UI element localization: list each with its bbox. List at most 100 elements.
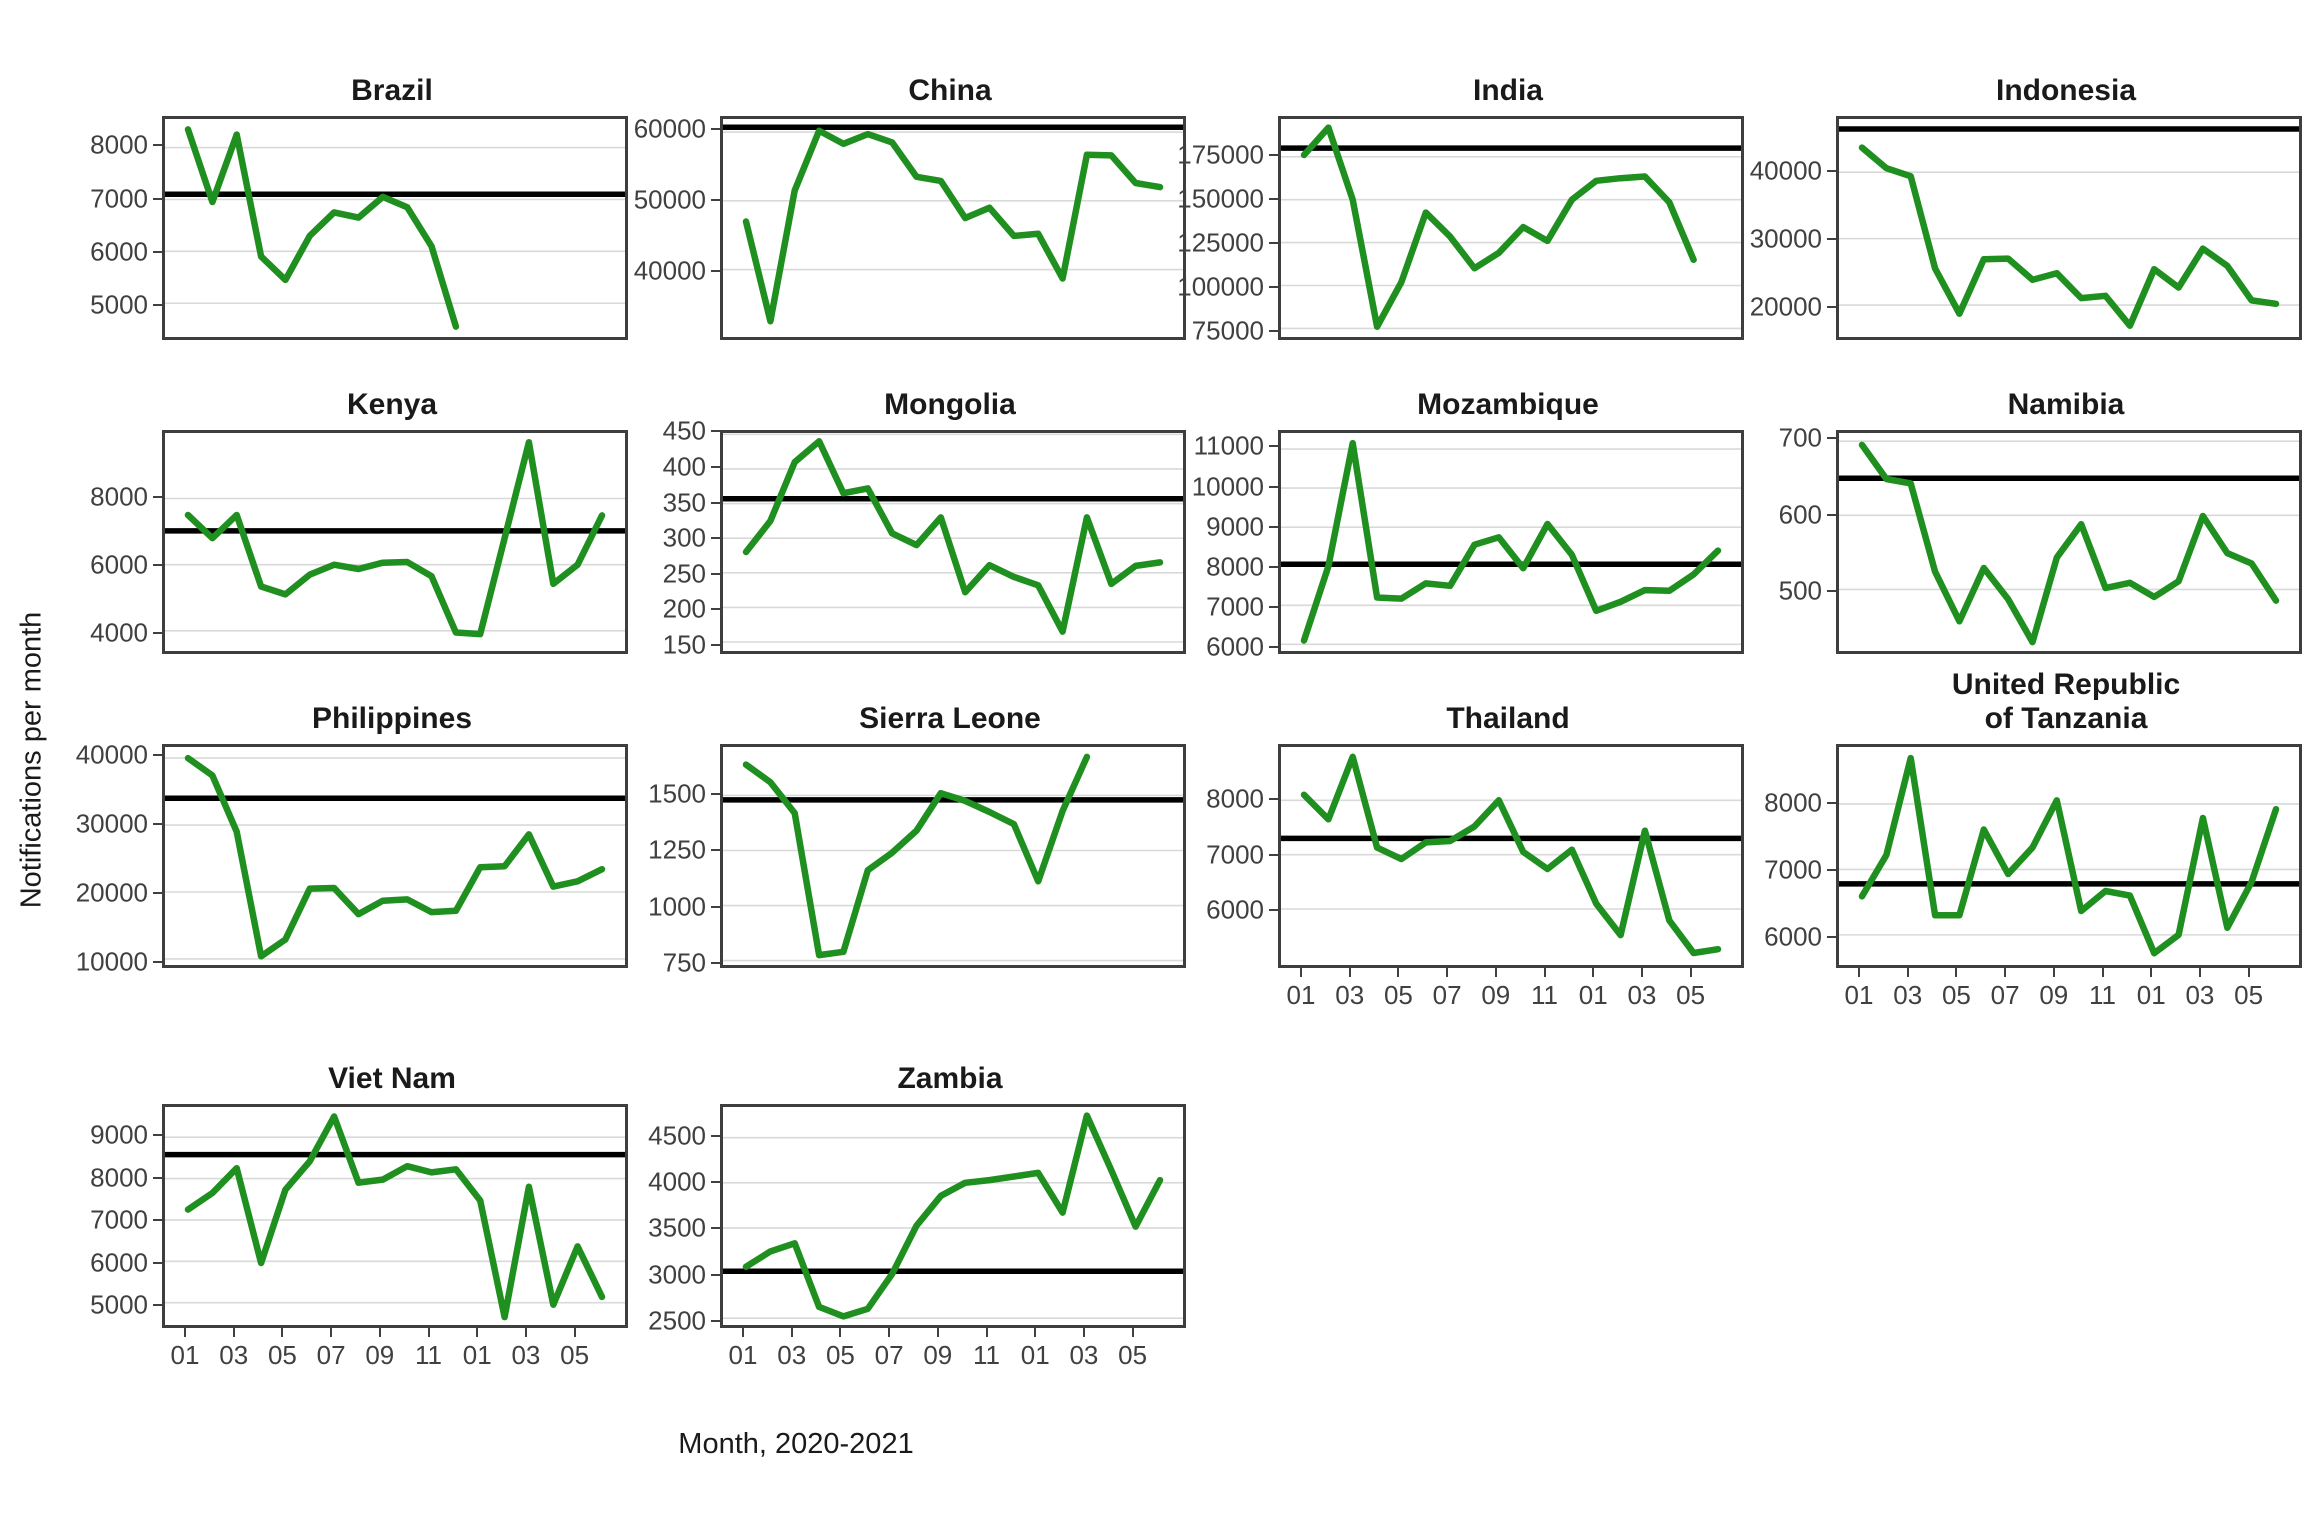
y-tick-label: 8000 <box>1764 787 1822 818</box>
panel-canvas <box>162 1104 628 1328</box>
data-line <box>1300 124 1697 330</box>
y-tick-mark <box>153 1304 162 1307</box>
x-tick-label: 03 <box>511 1340 541 1370</box>
y-tick-mark <box>153 754 162 757</box>
panel-canvas <box>720 744 1186 968</box>
x-tick-mark <box>427 1328 430 1337</box>
x-tick-mark <box>1689 968 1692 977</box>
y-tick-mark <box>711 1273 720 1276</box>
y-tick-label: 4000 <box>648 1166 706 1197</box>
x-tick-mark <box>378 1328 381 1337</box>
y-tick-mark <box>711 128 720 131</box>
x-tick-mark <box>2150 968 2153 977</box>
y-axis-labels: 40000 50000 60000 <box>628 113 720 340</box>
x-tick-mark <box>936 1328 939 1337</box>
y-tick-mark <box>153 891 162 894</box>
facet-title: Zambia <box>897 1062 1003 1095</box>
data-line <box>1858 144 2280 329</box>
panel-canvas <box>162 116 628 340</box>
y-tick-mark <box>711 1180 720 1183</box>
panel <box>1278 744 1744 968</box>
data-line <box>742 753 1091 959</box>
facet-title: United Republic of Tanzania <box>1951 668 2181 735</box>
y-tick-label: 175000 <box>1177 139 1264 170</box>
x-tick-mark <box>330 1328 333 1337</box>
x-tick-label: 03 <box>219 1340 249 1370</box>
x-tick-label: 05 <box>1676 980 1706 1010</box>
y-tick-mark <box>711 430 720 433</box>
y-tick-label: 400 <box>662 451 706 482</box>
y-tick-mark <box>1269 853 1278 856</box>
x-tick-mark <box>524 1328 527 1337</box>
x-tick-mark <box>1300 968 1302 977</box>
y-tick-mark <box>711 465 720 468</box>
y-tick-mark <box>1269 485 1278 488</box>
y-tick-label: 11000 <box>1193 430 1264 461</box>
facet-india: India 75000 100000 125000 150000 175000 <box>1177 40 1744 346</box>
y-tick-label: 7000 <box>1764 854 1822 885</box>
x-tick-label: 03 <box>2185 980 2215 1010</box>
x-tick-mark <box>1494 968 1497 977</box>
facet-body: 5000 6000 7000 8000 9000 <box>70 1104 628 1328</box>
panel <box>720 1104 1186 1328</box>
x-tick-mark <box>839 1328 842 1337</box>
x-tick-mark <box>985 1328 988 1337</box>
data-line <box>184 754 606 960</box>
x-tick-label: 01 <box>1844 980 1874 1010</box>
y-tick-label: 8000 <box>1206 551 1264 582</box>
panel <box>162 116 628 340</box>
y-tick-mark <box>153 496 162 499</box>
facet-philippines: Philippines 10000 20000 30000 40000 <box>70 668 628 976</box>
x-tick-label: 05 <box>560 1340 590 1370</box>
y-tick-label: 40000 <box>75 739 148 770</box>
y-tick-label: 250 <box>662 558 706 589</box>
x-tick-label: 03 <box>1893 980 1923 1010</box>
facet-body: 75000 100000 125000 150000 175000 <box>1177 116 1744 346</box>
y-tick-mark <box>1269 909 1278 912</box>
y-tick-label: 9000 <box>90 1119 148 1150</box>
panel-canvas <box>1836 116 2302 340</box>
facet-zambia: Zambia 2500 3000 3500 4000 4500 01 03 05 07 09 11 01… <box>628 1028 1186 1374</box>
y-tick-mark <box>1269 241 1278 244</box>
y-tick-mark <box>711 643 720 646</box>
data-line <box>1858 754 2280 957</box>
facet-title: India <box>1472 74 1543 107</box>
facet-title: Sierra Leone <box>859 702 1041 735</box>
panel <box>1836 430 2302 654</box>
facet-title: Kenya <box>346 388 438 421</box>
y-tick-label: 6000 <box>1206 631 1264 662</box>
x-tick-label: 03 <box>1627 980 1657 1010</box>
facet-body: 20000 30000 40000 <box>1744 116 2302 340</box>
y-tick-label: 2500 <box>648 1305 706 1336</box>
y-tick-label: 60000 <box>633 113 706 144</box>
y-tick-label: 8000 <box>90 481 148 512</box>
x-tick-label: 05 <box>1941 980 1971 1010</box>
x-tick-mark <box>1446 968 1449 977</box>
facet-body: 40000 50000 60000 <box>628 113 1186 340</box>
x-tick-label: 07 <box>316 1340 346 1370</box>
facet-title: Thailand <box>1446 702 1570 735</box>
x-tick-label: 03 <box>1335 980 1365 1010</box>
y-axis-labels: 750 1000 1250 1500 <box>628 744 720 978</box>
x-tick-mark <box>1592 968 1595 977</box>
x-axis-labels: 01 03 05 07 09 11 01 03 05 <box>162 1328 622 1374</box>
y-tick-label: 6000 <box>1206 894 1264 925</box>
y-tick-label: 1250 <box>648 834 706 865</box>
y-tick-label: 10000 <box>1191 471 1264 502</box>
x-axis-labels: 01 03 05 07 09 11 01 03 05 <box>1836 968 2296 1014</box>
data-line <box>1300 439 1722 644</box>
y-tick-label: 1500 <box>648 778 706 809</box>
y-tick-label: 3000 <box>648 1259 706 1290</box>
y-tick-mark <box>711 537 720 540</box>
panel-canvas <box>720 1104 1186 1328</box>
facet-mozambique: Mozambique 6000 7000 8000 9000 10000 11000 <box>1186 354 1744 662</box>
y-tick-label: 40000 <box>1749 155 1822 186</box>
y-tick-label: 1000 <box>648 891 706 922</box>
y-axis-labels: 6000 7000 8000 <box>1186 744 1278 968</box>
x-tick-label: 09 <box>1481 980 1511 1010</box>
facet-body: 10000 20000 30000 40000 <box>70 740 628 976</box>
facet-sierra-leone: Sierra Leone 750 1000 1250 1500 <box>628 668 1186 978</box>
y-tick-mark <box>153 960 162 963</box>
y-tick-mark <box>1269 525 1278 528</box>
x-tick-mark <box>1955 968 1958 977</box>
